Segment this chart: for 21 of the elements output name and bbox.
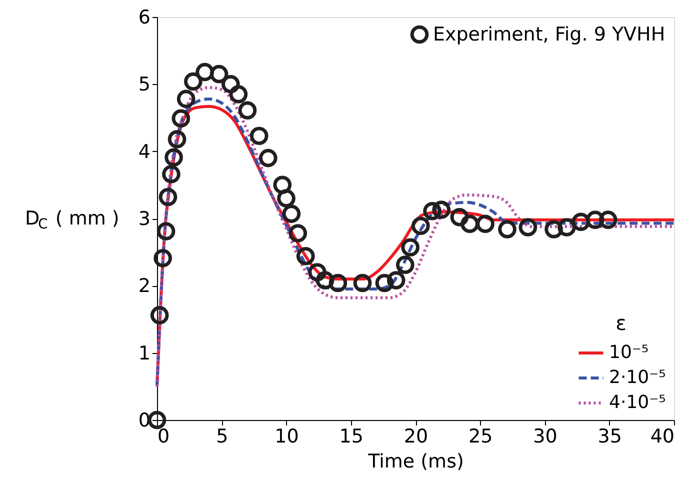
x-tick-label: 15 (339, 426, 364, 448)
x-tick-label: 5 (216, 426, 228, 448)
y-tick-label: 2 (138, 275, 150, 298)
y-tick-label: 6 (138, 6, 150, 28)
y-tick-label: 1 (138, 342, 150, 364)
y-tick-label: 4 (138, 140, 150, 163)
legend-title: ε (616, 311, 626, 335)
y-tick-label: 3 (138, 208, 150, 230)
x-axis-title: Time (ms) (367, 450, 464, 472)
legend-label: 4·10⁻⁵ (609, 392, 666, 413)
x-tick-label: 40 (650, 426, 674, 448)
x-tick-label: 25 (468, 426, 493, 448)
x-tick-label: 30 (533, 426, 558, 448)
x-tick-label: 35 (598, 426, 622, 448)
legend-label: Experiment, Fig. 9 YVHH (433, 24, 666, 46)
x-tick-label: 10 (274, 426, 299, 448)
x-tick-label: 20 (404, 426, 428, 448)
y-tick-label: 5 (138, 74, 150, 96)
x-tick-label: 0 (158, 426, 170, 448)
legend-label: 10⁻⁵ (609, 342, 649, 363)
legend-label: 2·10⁻⁵ (609, 367, 666, 388)
